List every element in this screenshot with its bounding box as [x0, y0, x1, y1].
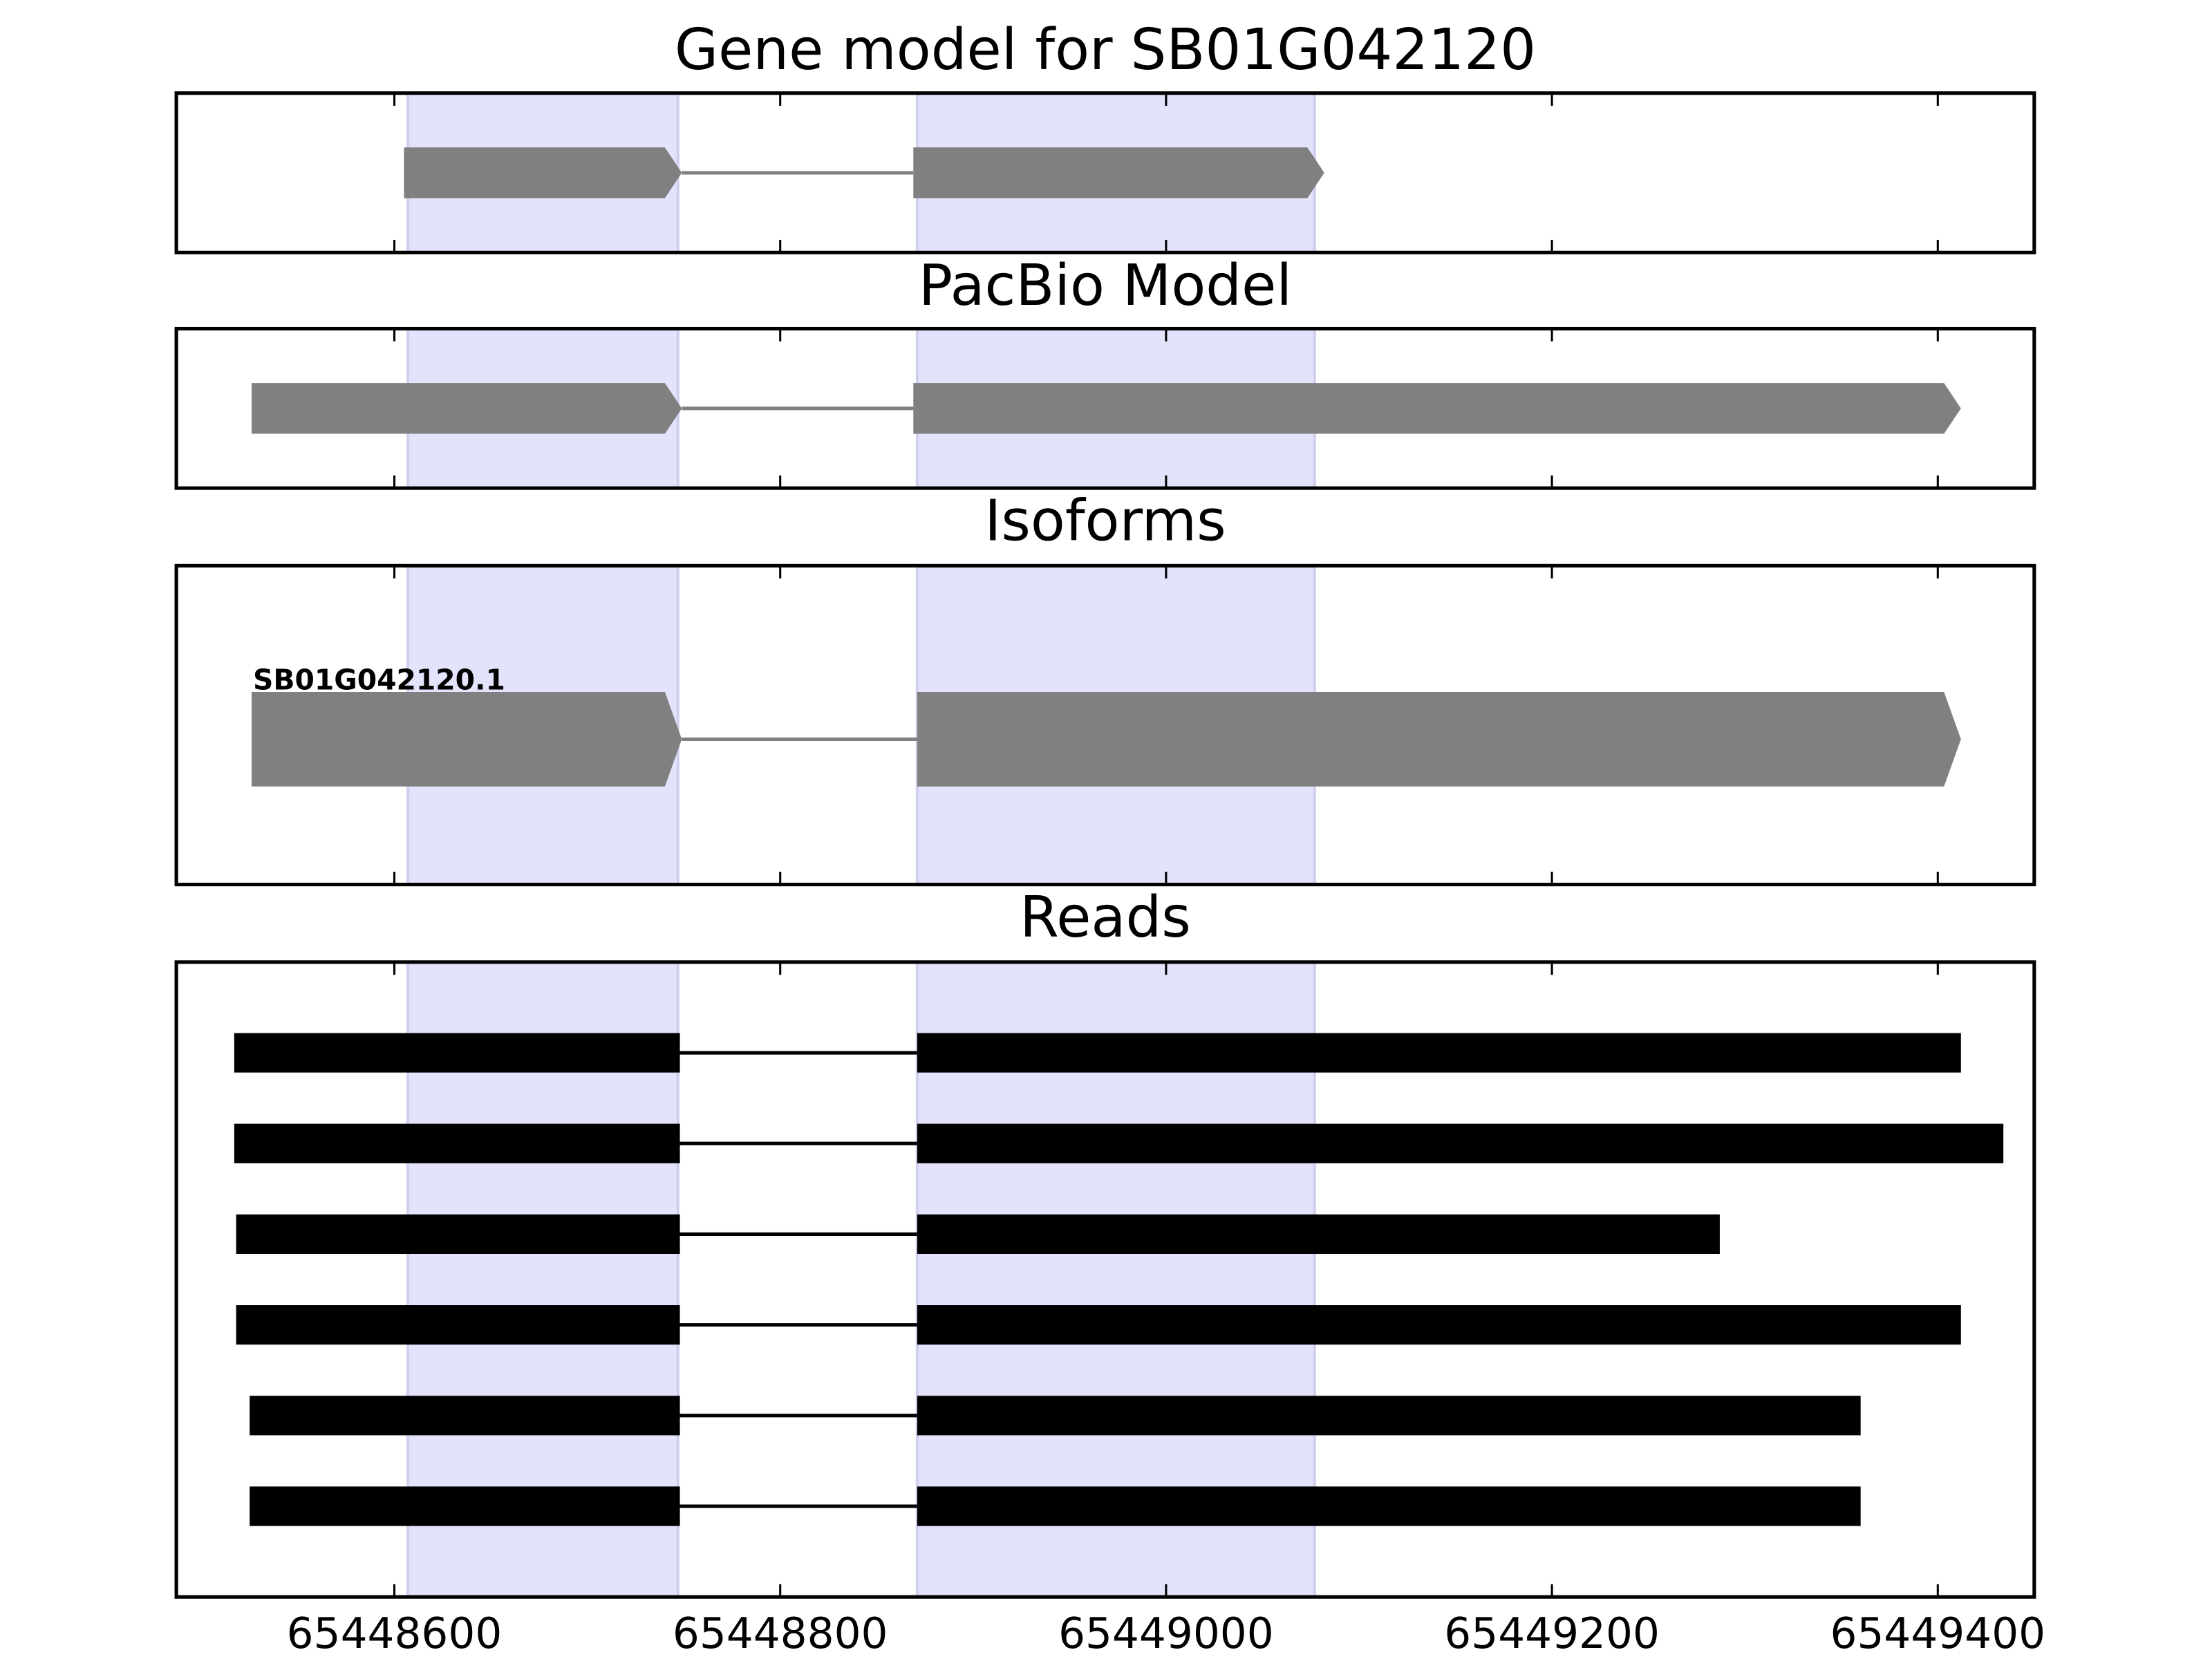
exon	[917, 692, 1961, 787]
read-block	[234, 1123, 680, 1163]
exon	[404, 147, 682, 198]
panel-title: PacBio Model	[919, 253, 1292, 319]
read-block	[236, 1305, 680, 1345]
exon	[913, 383, 1961, 434]
read-block	[250, 1486, 680, 1526]
x-tick-label: 65449200	[1444, 1609, 1660, 1658]
isoform-label: SB01G042120.1	[253, 664, 505, 697]
read-block	[917, 1214, 1720, 1254]
exon	[251, 383, 682, 434]
x-tick-label: 65448800	[673, 1609, 888, 1658]
read-block	[236, 1214, 680, 1254]
panel-title: Reads	[1020, 885, 1191, 950]
panel-frame	[174, 960, 2036, 1599]
exon	[251, 692, 682, 787]
read-block	[917, 1396, 1861, 1436]
read-block	[917, 1486, 1861, 1526]
x-tick-label: 65449000	[1058, 1609, 1274, 1658]
x-tick-label: 65448600	[287, 1609, 503, 1658]
panel-frame	[174, 91, 2036, 254]
read-block	[917, 1305, 1961, 1345]
read-block	[250, 1396, 680, 1436]
panel-frame	[174, 563, 2036, 887]
read-block	[917, 1123, 2004, 1163]
read-block	[234, 1033, 680, 1073]
x-tick-label: 65449400	[1830, 1609, 2046, 1658]
read-block	[917, 1033, 1961, 1073]
panel-frame	[174, 326, 2036, 490]
panel-title: Gene model for SB01G042120	[675, 17, 1536, 83]
exon	[913, 147, 1324, 198]
panel-title: Isoforms	[984, 489, 1226, 554]
